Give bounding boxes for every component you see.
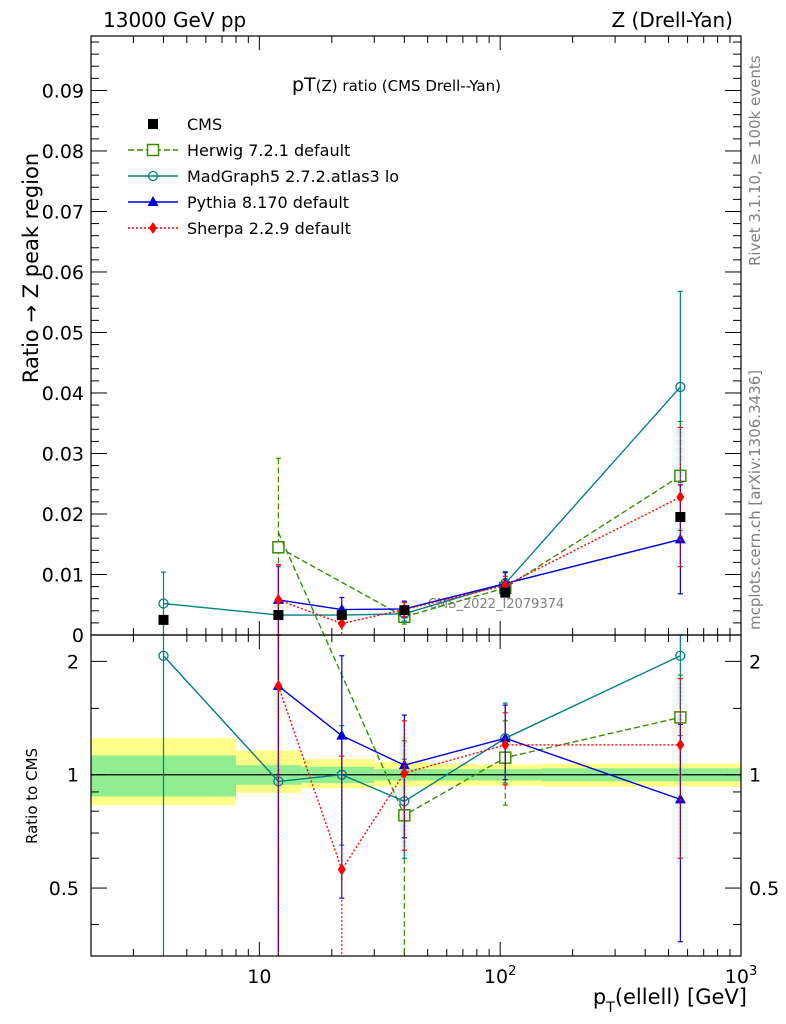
y-tick-label: 2 bbox=[67, 651, 79, 673]
legend-label: MadGraph5 2.7.2.atlas3 lo bbox=[187, 167, 399, 186]
legend-marker bbox=[147, 170, 159, 182]
plot-title: pT(Z) ratio (CMS Drell--Yan) bbox=[292, 74, 501, 96]
y-tick-label: 0.06 bbox=[42, 262, 84, 284]
ratio-sherpa-point bbox=[274, 680, 283, 693]
legend-marker bbox=[149, 222, 157, 234]
main-herwig-line bbox=[278, 475, 681, 618]
y-tick-label-right: 1 bbox=[749, 765, 761, 787]
legend-label: Herwig 7.2.1 default bbox=[187, 141, 350, 160]
y-tick-label: 0.08 bbox=[42, 141, 84, 163]
legend-marker bbox=[147, 196, 159, 206]
main-madgraph5-line bbox=[163, 386, 681, 616]
main-cms-point bbox=[158, 614, 169, 625]
main-herwig-point bbox=[272, 541, 285, 554]
main-sherpa-line bbox=[278, 496, 681, 625]
y-tick-label-right: 0.5 bbox=[749, 878, 779, 900]
main-sherpa-point bbox=[676, 491, 685, 504]
y-tick-label: 0.05 bbox=[42, 322, 84, 344]
y-tick-label-right: 2 bbox=[749, 651, 761, 673]
x-tick-label: 103 bbox=[725, 964, 757, 988]
ratio-sherpa-point bbox=[400, 767, 409, 780]
main-plot: 0 0.01 0.02 0.03 0.04 0.05 0.06 0.07 0.08 0.09 bbox=[42, 35, 742, 647]
main-cms-point bbox=[336, 610, 347, 621]
legend-label: CMS bbox=[187, 115, 222, 134]
ratio-madgraph5-point bbox=[158, 650, 169, 661]
legend-item-sherpa: Sherpa 2.2.9 default bbox=[128, 219, 351, 238]
x-axis-label: pT(ellell) [GeV] bbox=[593, 985, 747, 1016]
y-tick-label: 0.03 bbox=[42, 443, 84, 465]
y-tick-label: 0.09 bbox=[42, 80, 84, 102]
legend-marker bbox=[146, 143, 160, 157]
main-cms-point bbox=[399, 605, 410, 616]
legend-item-madgraph5: MadGraph5 2.7.2.atlas3 lo bbox=[128, 167, 399, 186]
y-tick-label: 0.02 bbox=[42, 504, 84, 526]
main-cms-point bbox=[273, 610, 284, 621]
legend-item-cms: CMS bbox=[148, 115, 222, 134]
x-tick-label: 102 bbox=[484, 964, 516, 988]
y-tick-label: 0.07 bbox=[42, 201, 84, 223]
ratio-pythia-point bbox=[398, 759, 410, 770]
legend-item-pythia: Pythia 8.170 default bbox=[128, 193, 349, 212]
y-tick-label: 0.01 bbox=[42, 564, 84, 586]
mcplots-label: mcplots.cern.ch [arXiv:1306.3436] bbox=[746, 370, 764, 630]
main-madgraph5-point bbox=[675, 381, 686, 393]
legend-label: Sherpa 2.2.9 default bbox=[187, 219, 351, 238]
ratio-sherpa-point bbox=[676, 738, 685, 751]
ratio-sherpa-point bbox=[501, 738, 510, 751]
ratio-uncertainty-bands bbox=[91, 738, 741, 806]
ratio-madgraph5-point bbox=[675, 650, 686, 661]
ratio-sherpa-point bbox=[337, 863, 346, 876]
main-cms-point bbox=[675, 512, 686, 523]
ratio-pythia-point bbox=[336, 729, 348, 740]
legend-item-herwig: Herwig 7.2.1 default bbox=[128, 141, 350, 160]
y-tick-label: 0.5 bbox=[49, 878, 79, 900]
ratio-madgraph5-line bbox=[162, 655, 681, 803]
main-sherpa-point bbox=[337, 617, 346, 630]
ratio-y-axis-label: Ratio to CMS bbox=[23, 748, 41, 844]
ratio-pythia-point bbox=[674, 793, 686, 804]
y-tick-label: 1 bbox=[67, 765, 79, 787]
main-madgraph5-point bbox=[158, 598, 169, 609]
header-right: Z (Drell-Yan) bbox=[611, 8, 733, 32]
legend: CMS Herwig 7.2.1 default MadGraph5 2.7.2.a… bbox=[128, 115, 399, 238]
x-tick-label: 10 bbox=[247, 966, 271, 988]
header-left: 13000 GeV pp bbox=[103, 8, 246, 32]
y-tick-label: 0.04 bbox=[42, 383, 84, 405]
ratio-plot: 0.5 0.5 1 1 2 2 10 102 103 bbox=[49, 532, 779, 988]
rivet-label: Rivet 3.1.10, ≥ 100k events bbox=[746, 55, 764, 266]
main-pythia-point bbox=[674, 533, 686, 544]
y-tick-label: 0 bbox=[72, 625, 84, 647]
main-cms-point bbox=[500, 587, 511, 598]
ratio-plot-frame bbox=[90, 634, 742, 957]
main-sherpa-point bbox=[274, 593, 283, 606]
legend-label: Pythia 8.170 default bbox=[187, 193, 349, 212]
legend-marker bbox=[148, 119, 158, 129]
main-y-axis-label: Ratio → Z peak region bbox=[19, 153, 43, 383]
